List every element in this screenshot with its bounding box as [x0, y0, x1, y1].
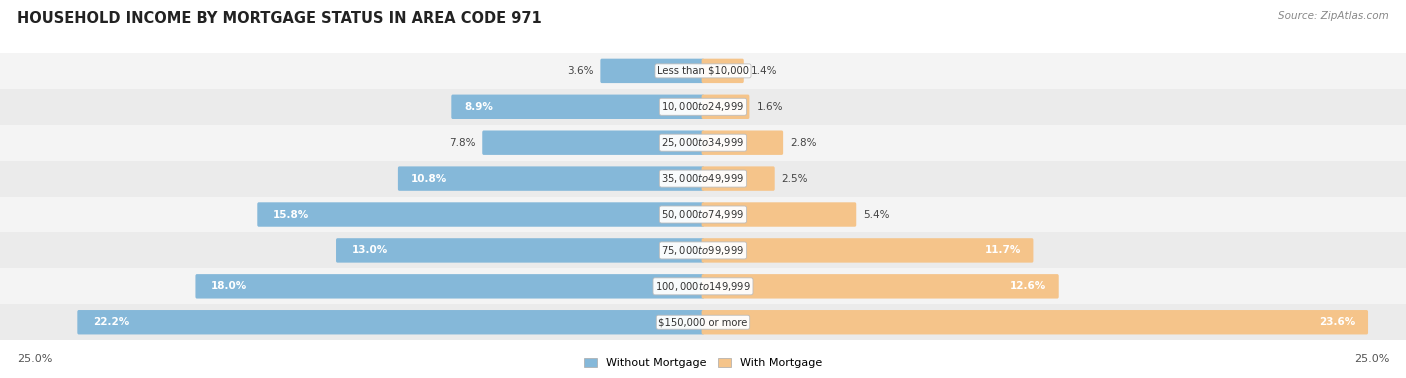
FancyBboxPatch shape	[0, 125, 1406, 161]
Text: 11.7%: 11.7%	[984, 245, 1021, 256]
Text: 12.6%: 12.6%	[1010, 281, 1046, 291]
Text: 3.6%: 3.6%	[567, 66, 593, 76]
FancyBboxPatch shape	[77, 310, 704, 335]
Legend: Without Mortgage, With Mortgage: Without Mortgage, With Mortgage	[579, 353, 827, 372]
FancyBboxPatch shape	[600, 59, 704, 83]
FancyBboxPatch shape	[0, 89, 1406, 125]
Text: $35,000 to $49,999: $35,000 to $49,999	[661, 172, 745, 185]
Text: 15.8%: 15.8%	[273, 209, 309, 220]
Text: 10.8%: 10.8%	[411, 174, 447, 184]
Text: 7.8%: 7.8%	[449, 138, 475, 148]
FancyBboxPatch shape	[451, 94, 704, 119]
Text: Source: ZipAtlas.com: Source: ZipAtlas.com	[1278, 11, 1389, 21]
Text: 1.6%: 1.6%	[756, 102, 783, 112]
FancyBboxPatch shape	[336, 238, 704, 263]
Text: 18.0%: 18.0%	[211, 281, 247, 291]
Text: $25,000 to $34,999: $25,000 to $34,999	[661, 136, 745, 149]
Text: $100,000 to $149,999: $100,000 to $149,999	[655, 280, 751, 293]
Text: $75,000 to $99,999: $75,000 to $99,999	[661, 244, 745, 257]
FancyBboxPatch shape	[0, 161, 1406, 197]
Text: 23.6%: 23.6%	[1319, 317, 1355, 327]
Text: 25.0%: 25.0%	[1354, 354, 1389, 364]
Text: HOUSEHOLD INCOME BY MORTGAGE STATUS IN AREA CODE 971: HOUSEHOLD INCOME BY MORTGAGE STATUS IN A…	[17, 11, 541, 26]
Text: 5.4%: 5.4%	[863, 209, 890, 220]
Text: $150,000 or more: $150,000 or more	[658, 317, 748, 327]
Text: $10,000 to $24,999: $10,000 to $24,999	[661, 100, 745, 113]
FancyBboxPatch shape	[702, 94, 749, 119]
Text: 22.2%: 22.2%	[93, 317, 129, 327]
Text: 1.4%: 1.4%	[751, 66, 778, 76]
FancyBboxPatch shape	[482, 130, 704, 155]
Text: $50,000 to $74,999: $50,000 to $74,999	[661, 208, 745, 221]
FancyBboxPatch shape	[195, 274, 704, 299]
Text: 2.8%: 2.8%	[790, 138, 817, 148]
FancyBboxPatch shape	[0, 304, 1406, 340]
FancyBboxPatch shape	[702, 166, 775, 191]
Text: 25.0%: 25.0%	[17, 354, 52, 364]
Text: 8.9%: 8.9%	[464, 102, 494, 112]
FancyBboxPatch shape	[702, 274, 1059, 299]
FancyBboxPatch shape	[0, 197, 1406, 232]
Text: Less than $10,000: Less than $10,000	[657, 66, 749, 76]
FancyBboxPatch shape	[0, 232, 1406, 268]
FancyBboxPatch shape	[702, 130, 783, 155]
FancyBboxPatch shape	[0, 268, 1406, 304]
Text: 13.0%: 13.0%	[352, 245, 388, 256]
FancyBboxPatch shape	[702, 310, 1368, 335]
FancyBboxPatch shape	[702, 202, 856, 227]
FancyBboxPatch shape	[702, 59, 744, 83]
FancyBboxPatch shape	[257, 202, 704, 227]
FancyBboxPatch shape	[702, 238, 1033, 263]
FancyBboxPatch shape	[398, 166, 704, 191]
Text: 2.5%: 2.5%	[782, 174, 808, 184]
FancyBboxPatch shape	[0, 53, 1406, 89]
